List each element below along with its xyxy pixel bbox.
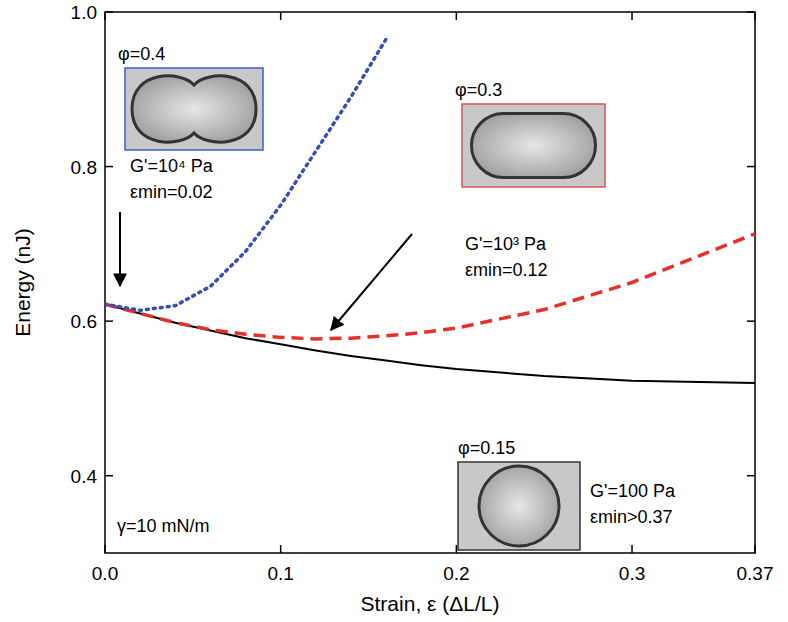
x-tick [104, 545, 106, 553]
micrograph [458, 462, 580, 550]
x-tick-label: 0.1 [267, 563, 293, 584]
x-axis-title: Strain, ε (ΔL/L) [361, 592, 500, 615]
y-tick [747, 11, 755, 13]
annotation: G'=100 Pa [590, 481, 676, 501]
y-tick-label: 1.0 [71, 2, 97, 23]
annotation: G'=10⁴ Pa [130, 156, 214, 176]
micrograph [125, 68, 263, 150]
y-tick [105, 166, 113, 168]
x-tick [280, 12, 282, 20]
y-tick [747, 475, 755, 477]
annotation: γ=10 mN/m [117, 516, 210, 536]
plot-frame [105, 12, 755, 553]
y-tick [747, 166, 755, 168]
x-tick [631, 12, 633, 20]
annotation: εmin=0.12 [465, 260, 548, 280]
series-line [105, 304, 755, 383]
arrow [119, 212, 121, 286]
x-tick-label: 0.0 [92, 563, 118, 584]
y-tick-label: 0.4 [71, 466, 98, 487]
chart: 0.0 0.1 0.2 0.3 0.37 0.4 0.6 0.8 1.0 Strain, ε (Δ… [0, 0, 788, 622]
y-tick [105, 11, 113, 13]
y-tick [105, 475, 113, 477]
y-tick [105, 320, 113, 322]
annotation: εmin>0.37 [590, 507, 673, 527]
x-tick [280, 545, 282, 553]
y-tick-label: 0.8 [71, 157, 97, 178]
y-tick [747, 320, 755, 322]
series-group [105, 39, 755, 383]
series-line [105, 39, 386, 310]
y-tick-label: 0.6 [71, 311, 97, 332]
x-tick [754, 545, 756, 553]
y-axis-title: Energy (nJ) [11, 228, 34, 337]
micrograph [462, 104, 605, 187]
annotation: G'=10³ Pa [465, 234, 547, 254]
annotation: φ=0.15 [458, 438, 515, 458]
x-tick [456, 545, 458, 553]
x-tick-label: 0.37 [737, 563, 774, 584]
series-line [105, 234, 755, 339]
arrow [331, 234, 412, 330]
annotation: φ=0.3 [455, 80, 502, 100]
x-tick-label: 0.2 [443, 563, 469, 584]
x-tick [104, 12, 106, 20]
annotation: εmin=0.02 [130, 182, 213, 202]
x-tick [631, 545, 633, 553]
annotation: φ=0.4 [118, 44, 165, 64]
x-tick-label: 0.3 [619, 563, 645, 584]
x-tick [456, 12, 458, 20]
x-tick [754, 12, 756, 20]
